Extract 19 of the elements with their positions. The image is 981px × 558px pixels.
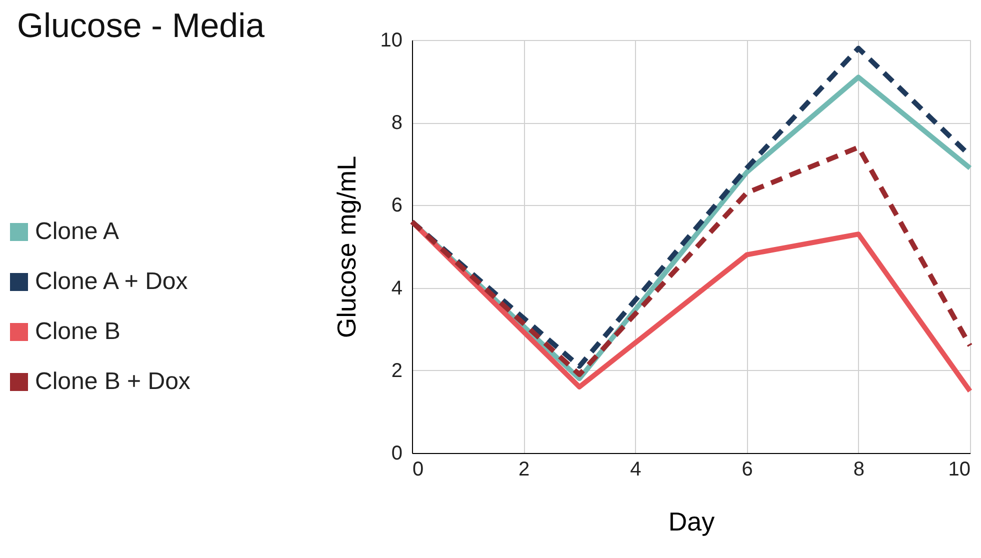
x-tick-label: 0 <box>412 458 424 480</box>
y-tick-label: 4 <box>391 277 402 300</box>
x-axis-title: Day <box>668 506 715 536</box>
y-axis-title: Glucose mg/mL <box>331 156 362 338</box>
legend-label: Clone A + Dox <box>35 268 188 295</box>
y-tick-label: 6 <box>391 194 402 217</box>
x-tick-label: 8 <box>853 458 864 480</box>
y-tick-label: 10 <box>380 30 402 52</box>
legend-label: Clone B + Dox <box>35 368 190 395</box>
x-tick-label: 4 <box>630 458 642 480</box>
chart-title: Glucose - Media <box>17 7 265 45</box>
x-tick-label: 2 <box>518 458 530 480</box>
x-tick-label: 6 <box>742 458 753 480</box>
y-tick-label: 8 <box>391 112 402 134</box>
legend-label: Clone A <box>35 218 120 245</box>
legend-label: Clone B <box>35 318 120 345</box>
y-tick-label: 2 <box>391 360 402 382</box>
y-tick-label: 0 <box>391 442 402 464</box>
x-tick-label: 10 <box>948 458 970 480</box>
